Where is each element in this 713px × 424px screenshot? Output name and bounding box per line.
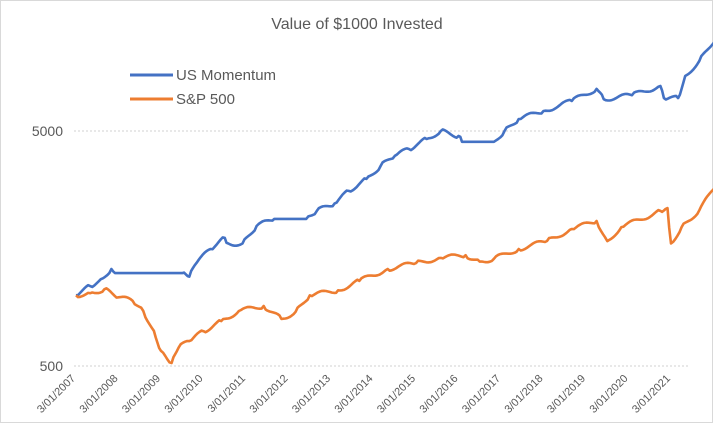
legend: US Momentum S&P 500 [130,67,276,108]
x-tick-label: 3/01/2010 [163,373,206,416]
x-tick-label: 3/01/2014 [333,373,376,416]
x-tick-label: 3/01/2018 [503,373,546,416]
x-tick-label: 3/01/2017 [460,373,503,416]
x-tick-label: 3/01/2021 [630,373,673,416]
x-tick-label: 3/01/2013 [290,373,333,416]
series-line-us-momentum [75,41,713,297]
x-tick-label: 3/01/2007 [35,373,78,416]
y-axis-labels: 500 5000 [32,123,63,374]
series-lines [75,41,713,365]
x-tick-label: 3/01/2020 [588,373,631,416]
x-tick-label: 3/01/2016 [418,373,461,416]
chart-title: Value of $1000 Invested [271,16,442,33]
x-tick-label: 3/01/2019 [545,373,588,416]
x-tick-label: 3/01/2015 [375,373,418,416]
gridlines [74,130,689,367]
legend-label-us-momentum: US Momentum [176,67,276,84]
y-tick-label: 500 [40,358,64,374]
x-tick-label: 3/01/2011 [206,373,249,416]
x-tick-label: 3/01/2009 [120,373,163,416]
legend-label-sp500: S&P 500 [176,91,235,108]
x-axis-labels: 3/01/2007 3/01/2008 3/01/2009 3/01/2010 3/01… [35,373,673,416]
y-tick-label: 5000 [32,123,63,139]
series-line-s-p-500 [75,188,713,365]
x-tick-label: 3/01/2008 [78,373,121,416]
x-tick-label: 3/01/2012 [248,373,291,416]
